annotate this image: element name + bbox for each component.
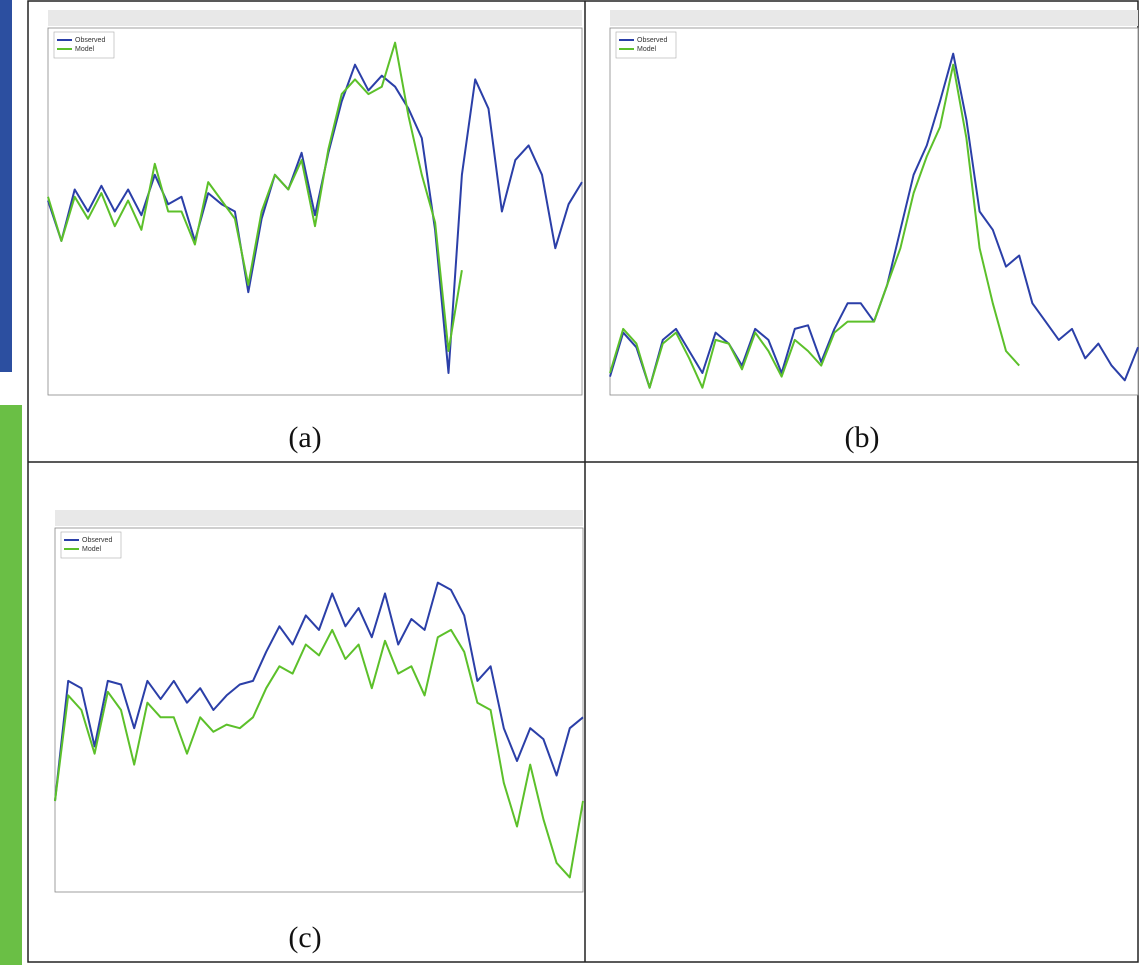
legend-label: Model bbox=[637, 46, 657, 53]
legend-label: Model bbox=[82, 546, 102, 553]
figure: Observed Model (a) Observed Model (b) Observed… bbox=[0, 0, 1140, 965]
panel-caption: (c) bbox=[288, 921, 321, 954]
plot-area bbox=[55, 528, 583, 892]
title-bar bbox=[48, 10, 582, 26]
legend-label: Observed bbox=[75, 37, 105, 44]
panel-caption: (b) bbox=[845, 421, 880, 454]
edge-image bbox=[0, 405, 22, 965]
page: {"chart_data": [ {"type": "line", "capti… bbox=[0, 0, 1140, 965]
title-bar bbox=[610, 10, 1138, 26]
panel-caption: (a) bbox=[288, 421, 321, 454]
title-bar bbox=[55, 510, 583, 526]
legend-label: Model bbox=[75, 46, 95, 53]
legend-label: Observed bbox=[637, 37, 667, 44]
edge-image bbox=[0, 0, 12, 372]
legend-label: Observed bbox=[82, 537, 112, 544]
